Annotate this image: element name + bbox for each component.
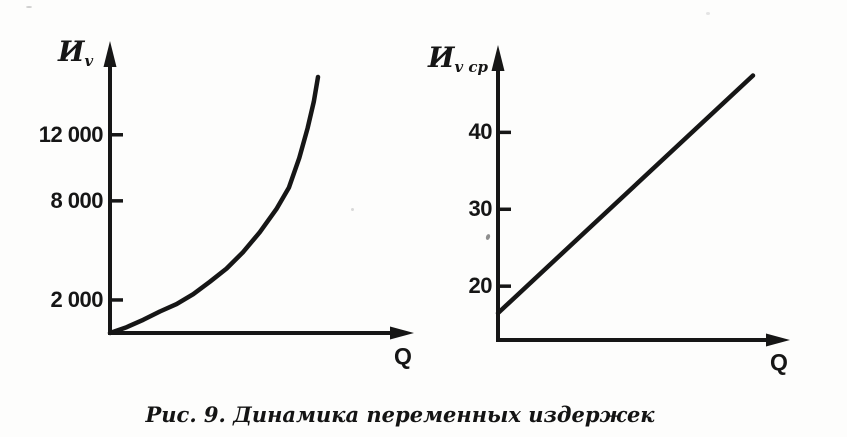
y-tick-label: 30 [468, 196, 493, 222]
y-tick-label: 40 [468, 119, 493, 145]
left-chart [103, 41, 414, 340]
data-curve [107, 74, 321, 336]
scan-speck [706, 12, 710, 15]
y-tick-label: 8 000 [50, 187, 103, 213]
y-axis-arrow-icon [491, 45, 505, 71]
x-axis-arrow-icon [766, 333, 790, 347]
scan-speck [26, 6, 32, 8]
y-tick-label: 2 000 [50, 286, 103, 312]
y-axis-label-main: И [428, 41, 454, 74]
right-chart [491, 45, 790, 347]
data-curve [495, 73, 756, 316]
y-tick-label: 20 [468, 273, 493, 299]
left-chart-y-axis-label: Иv [58, 38, 93, 75]
scan-speck [351, 208, 354, 211]
figure-caption: Рис. 9. Динамика переменных издержек [145, 402, 655, 427]
right-chart-x-axis-label: Q [770, 349, 788, 375]
y-axis-arrow-icon [103, 41, 117, 67]
y-axis-label-main: И [58, 35, 84, 68]
y-axis-label-subscript: v ср [454, 58, 489, 77]
y-tick-label: 12 000 [38, 121, 104, 147]
left-chart-x-axis-label: Q [394, 343, 412, 369]
x-axis-arrow-icon [390, 326, 414, 340]
y-axis-label-subscript: v [84, 52, 94, 71]
right-chart-y-axis-label: Иv ср [428, 44, 488, 81]
